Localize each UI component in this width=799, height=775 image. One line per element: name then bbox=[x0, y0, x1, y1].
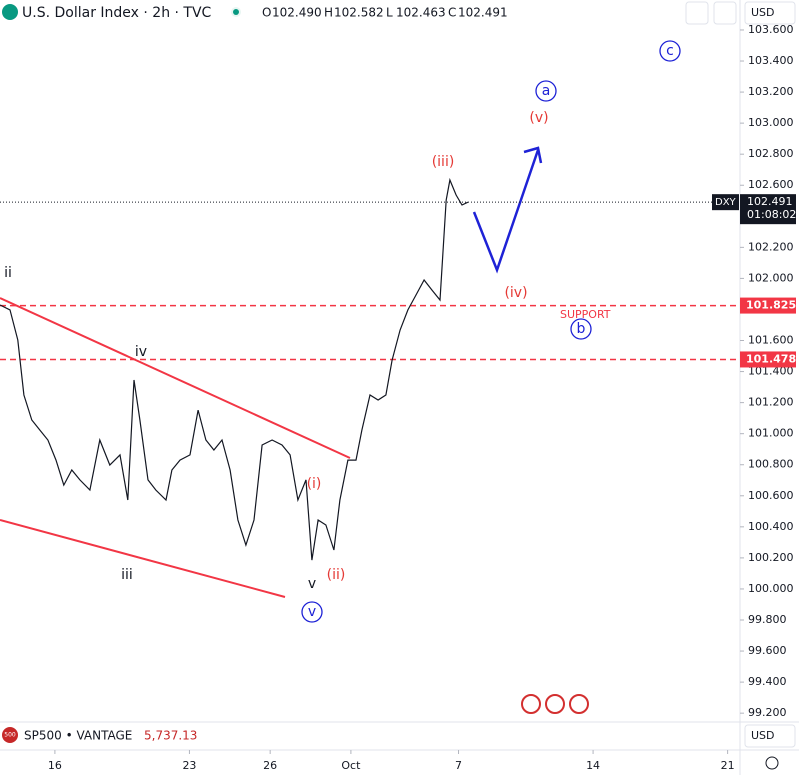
wave-label: iv bbox=[135, 344, 147, 360]
ohlc-key: C bbox=[448, 6, 456, 20]
y-tick-label: 100.200 bbox=[748, 551, 794, 564]
y-tick-label: 99.600 bbox=[748, 644, 787, 657]
x-tick-label: 23 bbox=[182, 759, 196, 772]
x-tick-label: 26 bbox=[263, 759, 277, 772]
compare-symbol: SP500 • VANTAGE bbox=[24, 729, 132, 743]
y-tick-label: 99.800 bbox=[748, 613, 787, 626]
wave-label: a bbox=[542, 83, 551, 99]
y-tick-label: 99.200 bbox=[748, 706, 787, 719]
menu-button[interactable] bbox=[713, 1, 737, 25]
y-tick-label: 103.400 bbox=[748, 54, 794, 67]
compare-icon bbox=[2, 727, 18, 743]
ohlc-key: O bbox=[262, 6, 271, 20]
y-tick-label: 99.400 bbox=[748, 675, 787, 688]
y-tick-label: 103.000 bbox=[748, 116, 794, 129]
last-price-label: 102.491 bbox=[747, 195, 793, 208]
y-tick-label: 101.200 bbox=[748, 396, 794, 409]
trendline-upper bbox=[0, 297, 351, 459]
projection-arrow bbox=[472, 149, 540, 274]
download-button[interactable] bbox=[685, 1, 709, 25]
event-flag[interactable] bbox=[545, 694, 565, 714]
y-tick-label: 102.000 bbox=[748, 271, 794, 284]
y-tick-label: 101.000 bbox=[748, 427, 794, 440]
countdown: 01:08:02 bbox=[747, 208, 796, 221]
market-status-dot bbox=[233, 9, 239, 15]
compare-icon-text: 500 bbox=[4, 732, 16, 739]
y-tick-label: 102.600 bbox=[748, 178, 794, 191]
ohlc-key: H bbox=[324, 6, 333, 20]
event-flag[interactable] bbox=[569, 694, 589, 714]
flags bbox=[521, 694, 589, 714]
currency-button-lower[interactable] bbox=[744, 724, 796, 748]
x-tick-label: 7 bbox=[455, 759, 462, 772]
y-tick-label: 101.400 bbox=[748, 365, 794, 378]
y-tick-label: 103.600 bbox=[748, 23, 794, 36]
y-tick-label: 101.600 bbox=[748, 334, 794, 347]
wave-circle bbox=[570, 318, 592, 340]
y-tick-label: 102.200 bbox=[748, 240, 794, 253]
currency-label-lower: USD bbox=[751, 729, 775, 742]
x-tick-label: Oct bbox=[341, 759, 361, 772]
ohlc-value: 102.491 bbox=[458, 6, 508, 20]
currency-button[interactable] bbox=[744, 1, 796, 25]
ohlc-value: 102.463 bbox=[396, 6, 446, 20]
wave-label: iii bbox=[121, 567, 133, 583]
wave-label: (iii) bbox=[432, 154, 455, 170]
wave-label: (iv) bbox=[504, 285, 527, 301]
wave-label: (i) bbox=[307, 476, 322, 492]
x-tick-label: 21 bbox=[721, 759, 735, 772]
ohlc-key: L bbox=[386, 6, 393, 20]
event-flag[interactable] bbox=[521, 694, 541, 714]
compare-value: 5,737.13 bbox=[144, 729, 197, 743]
level-tag-label: 101.478 bbox=[746, 352, 796, 365]
ohlc-value: 102.582 bbox=[334, 6, 384, 20]
support-label: SUPPORT bbox=[560, 308, 611, 321]
y-tick-label: 100.400 bbox=[748, 520, 794, 533]
wave-label: c bbox=[666, 43, 674, 59]
x-tick-label: 16 bbox=[48, 759, 62, 772]
x-tick-label: 14 bbox=[586, 759, 600, 772]
wave-circle bbox=[535, 80, 557, 102]
trendline-lower bbox=[0, 519, 286, 598]
settings-icon[interactable] bbox=[765, 756, 779, 770]
level-tag-label: 101.825 bbox=[746, 299, 796, 312]
ohlc-value: 102.490 bbox=[272, 6, 322, 20]
currency-label: USD bbox=[751, 6, 775, 19]
symbol-tag bbox=[712, 194, 739, 211]
symbol-tag-label: DXY bbox=[715, 197, 737, 208]
y-tick-label: 100.600 bbox=[748, 489, 794, 502]
projection-arrowhead bbox=[523, 146, 543, 164]
chart-title: U.S. Dollar Index · 2h · TVC bbox=[22, 5, 212, 21]
wave-label: v bbox=[308, 576, 316, 592]
symbol-logo bbox=[2, 4, 18, 20]
wave-label: ii bbox=[4, 265, 12, 281]
wave-circle bbox=[659, 40, 681, 62]
price-line bbox=[0, 177, 469, 561]
wave-label: (ii) bbox=[327, 567, 346, 583]
wave-label: (v) bbox=[529, 110, 548, 126]
y-tick-label: 103.200 bbox=[748, 85, 794, 98]
y-tick-label: 100.800 bbox=[748, 458, 794, 471]
wave-label: b bbox=[577, 321, 586, 337]
level-tag bbox=[740, 351, 796, 368]
y-tick-label: 102.800 bbox=[748, 147, 794, 160]
wave-circle bbox=[301, 601, 323, 623]
last-price-tag bbox=[740, 194, 796, 225]
wave-label: v bbox=[308, 604, 316, 620]
level-tag bbox=[740, 297, 796, 314]
y-tick-label: 100.000 bbox=[748, 582, 794, 595]
